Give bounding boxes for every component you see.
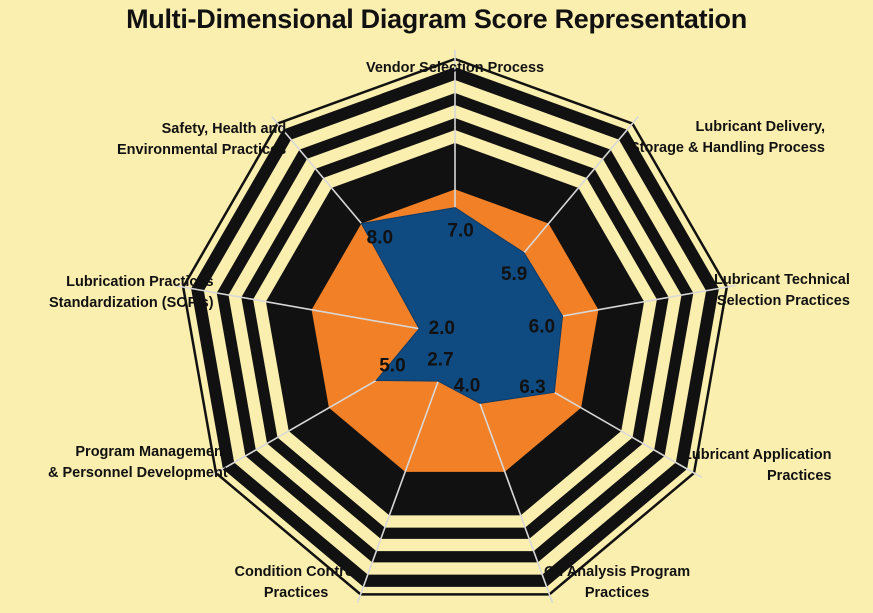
- axis-label-line: Oil Analysis Program: [544, 564, 691, 580]
- axis-label-line: Selection Practices: [716, 293, 850, 309]
- axis-label: Lubricant Delivery, Storage & Handling Pr…: [630, 117, 825, 159]
- axis-label-line: Program Management: [75, 444, 228, 460]
- axis-label-line: Lubricant Technical: [714, 272, 850, 288]
- axis-label: Safety, Health and Environmental Practice…: [117, 119, 286, 161]
- axis-label: Lubricant Application Practices: [683, 445, 832, 487]
- axis-label-line: Practices: [767, 468, 832, 484]
- axis-label-line: Condition Control: [234, 564, 358, 580]
- axis-label-line: Lubricant Application: [683, 447, 832, 463]
- score-polygon: [360, 207, 564, 404]
- value-label: 5.0: [379, 356, 405, 377]
- axis-label: Lubricant Technical Selection Practices: [714, 270, 850, 312]
- axis-label: Vendor Selection Process: [366, 58, 544, 79]
- value-label: 8.0: [367, 228, 393, 249]
- axis-label-line: Vendor Selection Process: [366, 60, 545, 76]
- axis-label: Lubrication Practices Standardization (SO…: [49, 272, 214, 314]
- axis-label-line: & Personnel Development: [48, 465, 228, 481]
- axis-label-line: Practices: [584, 585, 650, 601]
- value-label: 4.0: [454, 376, 480, 397]
- axis-label-line: Storage & Handling Process: [630, 140, 825, 156]
- value-label: 2.7: [427, 350, 453, 371]
- axis-label-line: Lubrication Practices: [66, 274, 214, 290]
- value-label: 6.0: [529, 316, 555, 337]
- axis-label-line: Safety, Health and: [161, 121, 287, 137]
- axis-label-line: Practices: [263, 585, 329, 601]
- spoke-7: [174, 284, 456, 336]
- value-label: 6.3: [519, 377, 545, 398]
- value-label: 2.0: [429, 318, 455, 339]
- axis-label-line: Environmental Practices: [117, 142, 287, 158]
- axis-label: Condition Control Practices: [235, 562, 358, 604]
- value-labels: 7.0 5.9 6.0 6.3 4.02.7 5.0 2.0 8.0: [367, 221, 555, 399]
- value-label: 7.0: [447, 221, 473, 242]
- axis-label: Program Management & Personnel Developmen…: [48, 442, 228, 484]
- chart-title: Multi-Dimensional Diagram Score Represen…: [126, 4, 747, 34]
- value-label: 5.9: [501, 264, 527, 285]
- axis-label-line: Standardization (SOP's): [49, 295, 214, 311]
- axis-label-line: Lubricant Delivery,: [695, 119, 825, 135]
- axis-label: Oil Analysis Program Practices: [544, 562, 690, 604]
